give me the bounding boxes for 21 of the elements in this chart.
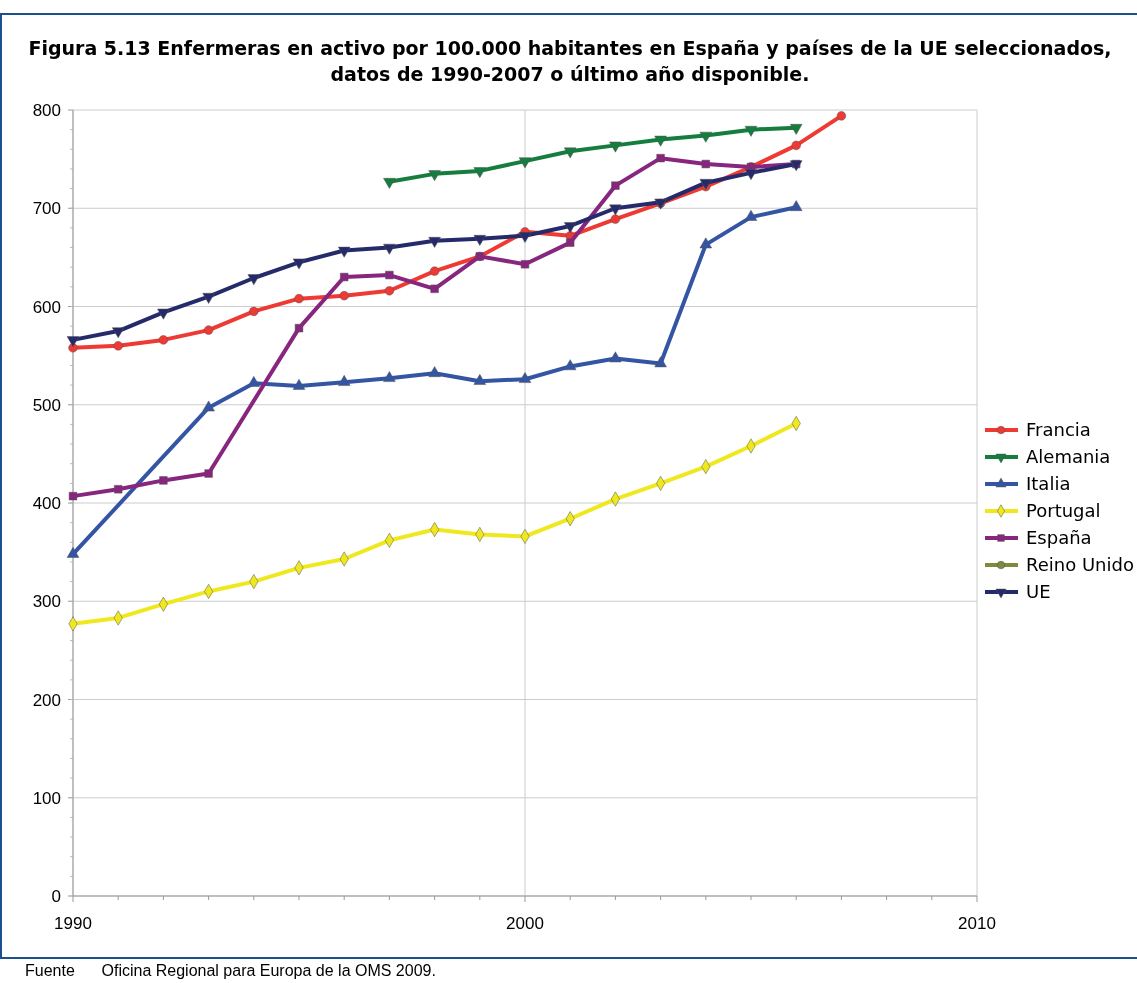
y-tick-label: 0 (51, 887, 61, 906)
chart-title: Figura 5.13 Enfermeras en activo por 100.000 habitantes en España y países de la UE seleccionados, datos de 1990-2007 o último año disponible. (28, 37, 1112, 85)
legend-label: Portugal (1026, 500, 1101, 521)
legend-label: España (1026, 527, 1092, 548)
source-note: Fuente Oficina Regional para Europa de la OMS 2009. (25, 962, 436, 979)
legend-label: Francia (1026, 419, 1091, 440)
y-tick-label: 100 (32, 788, 61, 808)
y-tick-label: 800 (32, 101, 61, 120)
legend-label: Alemania (1026, 446, 1111, 467)
y-tick-label: 500 (32, 395, 61, 415)
y-tick-label: 200 (32, 690, 61, 710)
y-tick-label: 300 (32, 592, 61, 612)
y-tick-label: 600 (32, 297, 61, 317)
x-tick-label: 1990 (54, 914, 92, 933)
legend-label: Italia (1026, 473, 1071, 494)
x-tick-label: 2000 (506, 914, 544, 933)
legend-label: Reino Unido (1026, 554, 1134, 575)
x-tick-label: 2010 (958, 914, 996, 933)
y-tick-label: 700 (32, 199, 61, 219)
y-tick-label: 400 (32, 494, 61, 513)
legend-label: UE (1026, 581, 1051, 602)
